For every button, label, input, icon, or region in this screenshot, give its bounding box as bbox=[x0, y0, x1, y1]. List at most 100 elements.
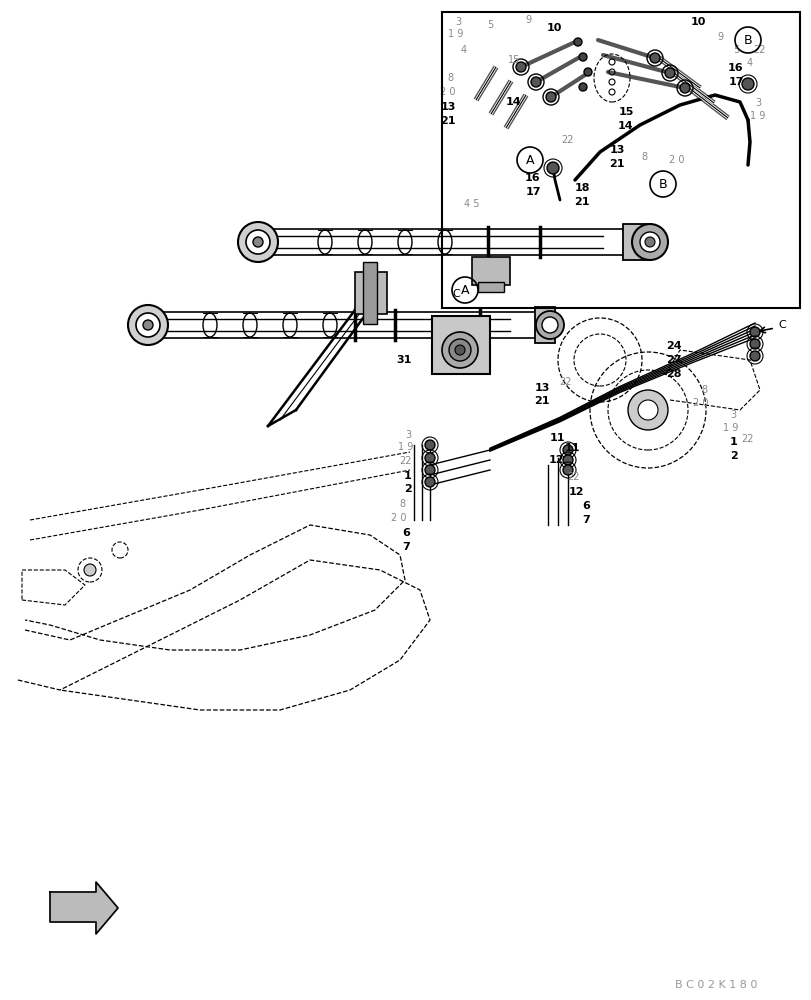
Text: B C 0 2 K 1 8 0: B C 0 2 K 1 8 0 bbox=[674, 980, 756, 990]
Text: 22: 22 bbox=[740, 434, 753, 444]
Text: C: C bbox=[777, 320, 785, 330]
Text: 21: 21 bbox=[534, 396, 549, 406]
Circle shape bbox=[143, 320, 152, 330]
Text: 16: 16 bbox=[525, 173, 540, 183]
Circle shape bbox=[679, 83, 689, 93]
Circle shape bbox=[578, 53, 586, 61]
Text: 2 0: 2 0 bbox=[391, 513, 406, 523]
Text: 27: 27 bbox=[666, 355, 681, 365]
Bar bbox=[431, 316, 489, 374]
Text: A: A bbox=[460, 284, 469, 296]
Circle shape bbox=[749, 351, 759, 361]
Circle shape bbox=[238, 222, 277, 262]
Text: 7: 7 bbox=[401, 542, 410, 552]
Text: B: B bbox=[658, 178, 667, 191]
Text: 2 0: 2 0 bbox=[668, 155, 684, 165]
Circle shape bbox=[541, 317, 557, 333]
Text: 6: 6 bbox=[401, 528, 410, 538]
Text: A: A bbox=[525, 154, 534, 167]
Circle shape bbox=[627, 390, 667, 430]
Text: 16: 16 bbox=[727, 63, 743, 73]
Text: 22: 22 bbox=[559, 377, 572, 387]
Text: 5: 5 bbox=[487, 20, 492, 30]
Text: 14: 14 bbox=[505, 97, 521, 107]
Text: 22: 22 bbox=[561, 135, 573, 145]
Circle shape bbox=[515, 62, 526, 72]
Bar bbox=[478, 282, 504, 292]
Text: 2: 2 bbox=[729, 451, 737, 461]
Circle shape bbox=[441, 332, 478, 368]
Text: 28: 28 bbox=[666, 369, 681, 379]
Polygon shape bbox=[50, 882, 118, 934]
Text: 1 9: 1 9 bbox=[398, 442, 413, 452]
Text: 4 5: 4 5 bbox=[464, 199, 479, 209]
Circle shape bbox=[664, 68, 674, 78]
Circle shape bbox=[246, 230, 270, 254]
Text: 13: 13 bbox=[440, 102, 455, 112]
Circle shape bbox=[424, 453, 435, 463]
Circle shape bbox=[573, 38, 581, 46]
Text: 4: 4 bbox=[746, 58, 752, 68]
Bar bbox=[622, 224, 647, 260]
Circle shape bbox=[637, 400, 657, 420]
Text: 22: 22 bbox=[567, 472, 580, 482]
Circle shape bbox=[135, 313, 160, 337]
Text: 6: 6 bbox=[581, 501, 590, 511]
Bar bbox=[441, 12, 799, 308]
Circle shape bbox=[424, 477, 435, 487]
Text: C: C bbox=[452, 289, 459, 299]
Text: 22: 22 bbox=[753, 45, 766, 55]
Text: 8: 8 bbox=[398, 499, 405, 509]
Text: 3: 3 bbox=[754, 98, 760, 108]
Text: 1 9: 1 9 bbox=[448, 29, 463, 39]
Text: 10: 10 bbox=[689, 17, 705, 27]
Circle shape bbox=[535, 311, 564, 339]
Text: 8: 8 bbox=[700, 385, 706, 395]
Bar bbox=[471, 257, 509, 285]
Text: 1 9: 1 9 bbox=[749, 111, 765, 121]
Text: B: B bbox=[743, 34, 751, 47]
Bar bbox=[354, 272, 387, 314]
Circle shape bbox=[128, 305, 168, 345]
Circle shape bbox=[547, 162, 558, 174]
Text: 1 9: 1 9 bbox=[723, 423, 738, 433]
Text: 8: 8 bbox=[640, 152, 646, 162]
Circle shape bbox=[530, 77, 540, 87]
Text: 2: 2 bbox=[404, 484, 411, 494]
Circle shape bbox=[424, 440, 435, 450]
Circle shape bbox=[562, 455, 573, 465]
Circle shape bbox=[639, 232, 659, 252]
Text: 14: 14 bbox=[617, 121, 633, 131]
Text: 21: 21 bbox=[573, 197, 589, 207]
Text: 24: 24 bbox=[665, 341, 681, 351]
Text: 1: 1 bbox=[404, 471, 411, 481]
Text: 11: 11 bbox=[564, 443, 579, 453]
Text: 7: 7 bbox=[581, 515, 589, 525]
Circle shape bbox=[644, 237, 654, 247]
Text: 8: 8 bbox=[446, 73, 453, 83]
Text: 5: 5 bbox=[732, 45, 738, 55]
Text: 1: 1 bbox=[729, 437, 737, 447]
Text: 31: 31 bbox=[396, 355, 411, 365]
Text: 2 0: 2 0 bbox=[693, 398, 708, 408]
Circle shape bbox=[578, 83, 586, 91]
Text: 3: 3 bbox=[454, 17, 461, 27]
Text: 21: 21 bbox=[608, 159, 624, 169]
Circle shape bbox=[562, 445, 573, 455]
Text: 22: 22 bbox=[399, 456, 412, 466]
Text: 17: 17 bbox=[525, 187, 540, 197]
Text: 18: 18 bbox=[573, 183, 589, 193]
Text: 12: 12 bbox=[547, 455, 563, 465]
Text: 4: 4 bbox=[461, 45, 466, 55]
Text: 17: 17 bbox=[727, 77, 743, 87]
Circle shape bbox=[749, 327, 759, 337]
Circle shape bbox=[448, 339, 470, 361]
Circle shape bbox=[649, 53, 659, 63]
Text: 3: 3 bbox=[729, 410, 735, 420]
Text: 2 0: 2 0 bbox=[440, 87, 455, 97]
Text: 9: 9 bbox=[716, 32, 722, 42]
Bar bbox=[363, 262, 376, 324]
Text: 9: 9 bbox=[524, 15, 530, 25]
Circle shape bbox=[253, 237, 263, 247]
Circle shape bbox=[545, 92, 556, 102]
